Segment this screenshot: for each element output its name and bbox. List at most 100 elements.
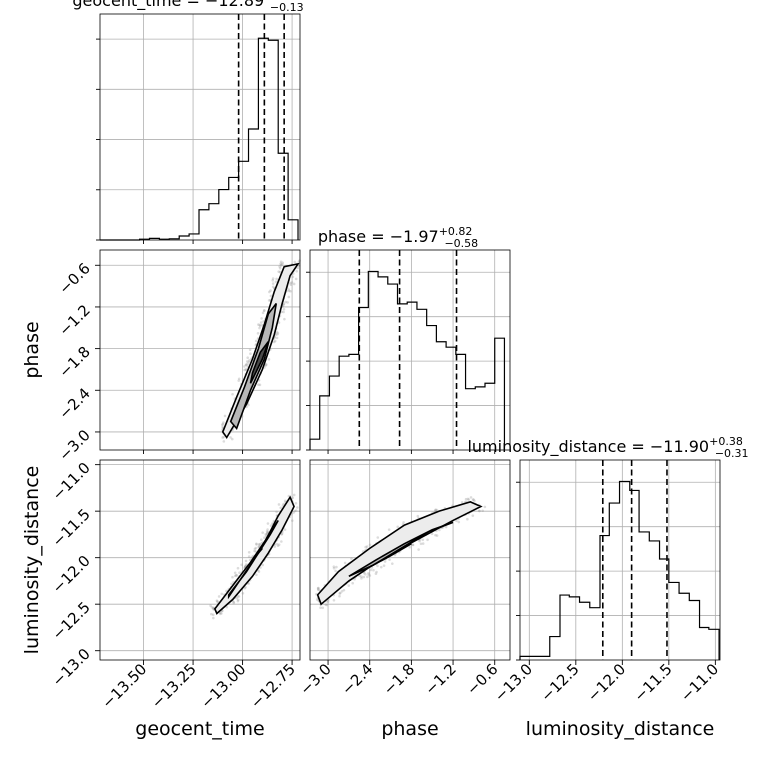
title-phase: phase = −1.97+0.82 −0.58 bbox=[318, 225, 478, 250]
scatter-point bbox=[315, 598, 319, 601]
scatter-point bbox=[246, 356, 250, 359]
scatter-point bbox=[471, 498, 475, 501]
scatter-point bbox=[222, 421, 225, 424]
panel-frame-geocent_time-vs-phase bbox=[99, 249, 301, 451]
title-main: phase = −1.97 bbox=[318, 227, 439, 246]
scatter-point bbox=[273, 339, 277, 343]
scatter-point bbox=[282, 502, 285, 506]
histogram-geocent_time bbox=[100, 37, 299, 241]
x-tick-label: −11.5 bbox=[630, 660, 675, 705]
scatter-point bbox=[277, 321, 281, 324]
scatter-point bbox=[369, 568, 372, 572]
scatter-point bbox=[408, 545, 412, 549]
scatter-point bbox=[238, 571, 241, 574]
scatter-point bbox=[232, 600, 236, 604]
scatter-point bbox=[246, 362, 249, 366]
scatter-point bbox=[282, 310, 285, 314]
scatter-point bbox=[278, 266, 282, 270]
scatter-point bbox=[374, 572, 378, 576]
contour-level-2-geocent_time-vs-phase bbox=[229, 302, 278, 431]
scatter-point bbox=[235, 574, 238, 577]
scatter-point bbox=[271, 277, 275, 280]
scatter-point bbox=[417, 548, 420, 551]
scatter-point bbox=[263, 536, 266, 540]
x-tick-label: −13.00 bbox=[197, 660, 249, 712]
scatter-point bbox=[264, 532, 268, 536]
scatter-point bbox=[235, 573, 238, 577]
scatter-point bbox=[467, 498, 471, 501]
scatter-point bbox=[276, 332, 280, 335]
scatter-point bbox=[290, 519, 294, 522]
scatter-point bbox=[319, 606, 322, 610]
scatter-point bbox=[240, 563, 243, 567]
scatter-point bbox=[236, 599, 240, 603]
scatter-point bbox=[421, 542, 425, 545]
scatter-point bbox=[358, 574, 361, 578]
scatter-point bbox=[231, 392, 234, 396]
title-main: luminosity_distance = −11.90 bbox=[467, 437, 709, 457]
scatter-point bbox=[247, 582, 251, 585]
scatter-point bbox=[342, 588, 346, 592]
scatter-point bbox=[434, 533, 437, 537]
scatter-point bbox=[360, 575, 363, 578]
scatter-point bbox=[350, 557, 353, 560]
scatter-point bbox=[244, 363, 248, 367]
histogram-frame-phase bbox=[309, 249, 511, 451]
scatter-point bbox=[287, 288, 290, 291]
scatter-point bbox=[266, 531, 269, 535]
scatter-point bbox=[233, 571, 237, 575]
scatter-point bbox=[391, 562, 394, 565]
title-luminosity_distance: luminosity_distance = −11.90+0.38 −0.31 bbox=[467, 435, 748, 460]
scatter-point bbox=[261, 311, 265, 315]
scatter-point bbox=[466, 497, 470, 501]
scatter-point bbox=[237, 377, 241, 381]
x-axis-label-luminosity_distance: luminosity_distance bbox=[526, 718, 715, 740]
scatter-point bbox=[276, 544, 280, 548]
scatter-point bbox=[372, 568, 375, 572]
scatter-point bbox=[257, 570, 261, 573]
scatter-point bbox=[332, 565, 336, 568]
scatter-point bbox=[243, 368, 246, 372]
scatter-point bbox=[264, 534, 268, 538]
scatter-point bbox=[325, 603, 329, 607]
scatter-point bbox=[261, 563, 265, 567]
scatter-point bbox=[457, 520, 461, 524]
y-tick-label: −1.8 bbox=[55, 343, 93, 381]
x-tick-label: −12.0 bbox=[584, 660, 629, 705]
scatter-point bbox=[418, 539, 421, 543]
scatter-point bbox=[435, 534, 439, 537]
scatter-point bbox=[316, 586, 320, 590]
scatter-point bbox=[271, 285, 275, 289]
scatter-point bbox=[236, 595, 239, 598]
title-plus-error: +0.82 bbox=[439, 225, 473, 238]
scatter-point bbox=[290, 281, 294, 284]
scatter-point bbox=[367, 572, 370, 575]
scatter-point bbox=[430, 532, 434, 535]
scatter-point bbox=[275, 510, 278, 514]
scatter-point bbox=[351, 581, 354, 585]
x-tick-label: −1.2 bbox=[421, 660, 459, 698]
title-main: geocent_time = −12.89 bbox=[72, 0, 264, 11]
scatter-point bbox=[266, 530, 270, 534]
panel-frame-phase-vs-luminosity_distance bbox=[309, 459, 511, 661]
scatter-point bbox=[360, 577, 363, 580]
scatter-point bbox=[339, 591, 342, 595]
x-axis-label-geocent_time: geocent_time bbox=[135, 718, 264, 740]
scatter-point bbox=[254, 339, 258, 343]
scatter-point bbox=[332, 566, 336, 570]
scatter-point bbox=[259, 321, 263, 324]
scatter-point bbox=[264, 364, 267, 367]
scatter-point bbox=[280, 532, 284, 535]
scatter-point bbox=[246, 360, 249, 363]
x-tick-label: −13.25 bbox=[148, 660, 200, 712]
scatter-point bbox=[279, 260, 283, 264]
scatter-point bbox=[283, 317, 286, 321]
scatter-point bbox=[257, 383, 260, 386]
scatter-point bbox=[379, 565, 383, 569]
scatter-point bbox=[289, 289, 292, 293]
scatter-point bbox=[258, 326, 261, 330]
scatter-point bbox=[444, 525, 448, 529]
scatter-point bbox=[275, 330, 279, 334]
scatter-point bbox=[277, 543, 281, 546]
title-plus-error: +0.10 bbox=[264, 0, 298, 2]
